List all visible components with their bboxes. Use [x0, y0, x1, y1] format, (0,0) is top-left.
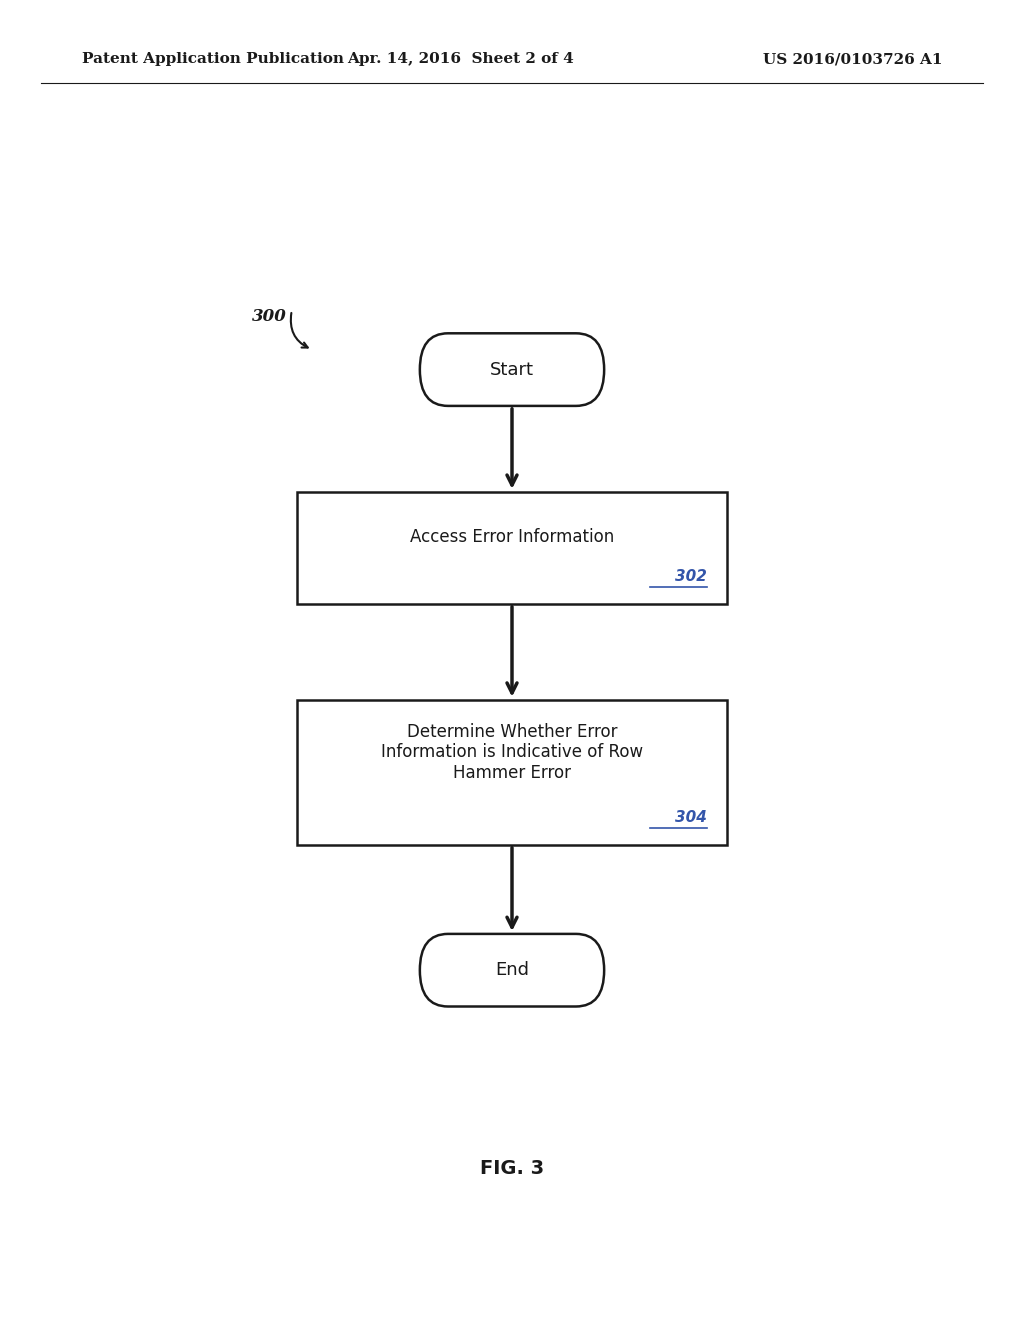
- Text: Access Error Information: Access Error Information: [410, 528, 614, 546]
- FancyBboxPatch shape: [297, 492, 727, 605]
- Text: End: End: [495, 961, 529, 979]
- Text: Patent Application Publication: Patent Application Publication: [82, 53, 344, 66]
- Text: Start: Start: [490, 360, 534, 379]
- FancyBboxPatch shape: [297, 700, 727, 845]
- Text: 300: 300: [252, 309, 287, 325]
- FancyBboxPatch shape: [420, 935, 604, 1006]
- Text: 304: 304: [675, 810, 707, 825]
- Text: 302: 302: [675, 569, 707, 583]
- Text: FIG. 3: FIG. 3: [480, 1159, 544, 1177]
- FancyBboxPatch shape: [420, 333, 604, 407]
- Text: Apr. 14, 2016  Sheet 2 of 4: Apr. 14, 2016 Sheet 2 of 4: [347, 53, 574, 66]
- Text: Determine Whether Error
Information is Indicative of Row
Hammer Error: Determine Whether Error Information is I…: [381, 722, 643, 783]
- Text: US 2016/0103726 A1: US 2016/0103726 A1: [763, 53, 942, 66]
